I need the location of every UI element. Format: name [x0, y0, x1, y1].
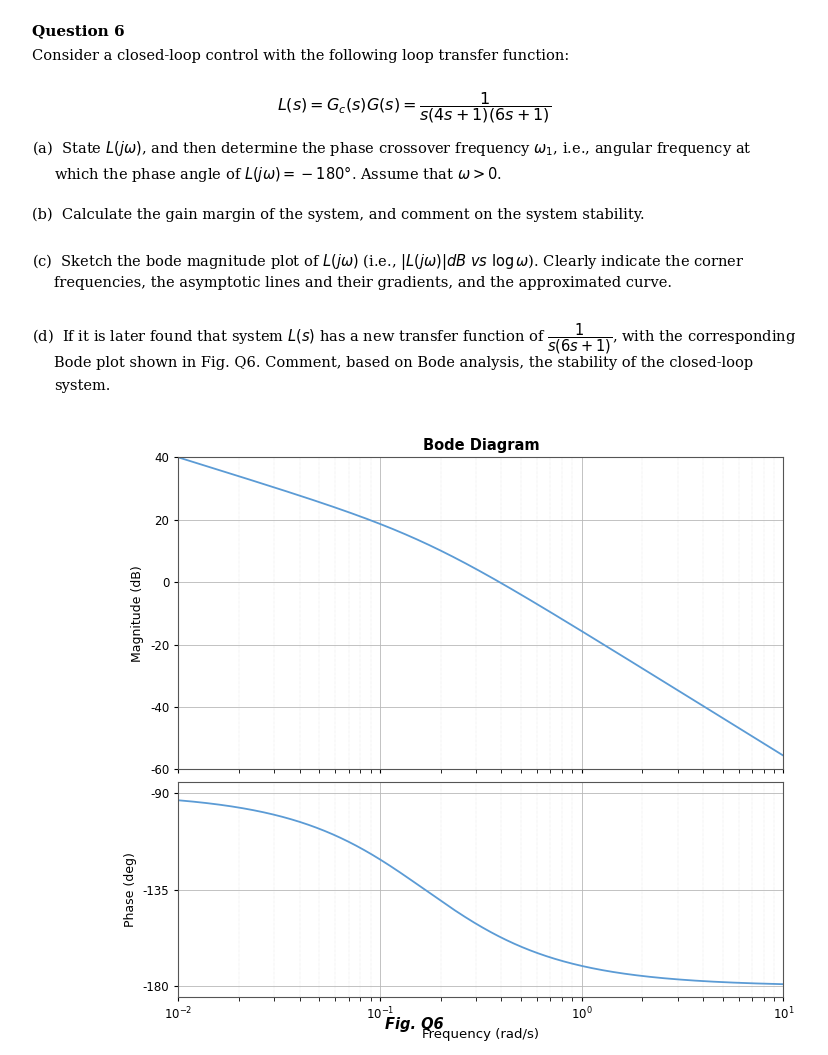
Text: Bode plot shown in Fig. Q6. Comment, based on Bode analysis, the stability of th: Bode plot shown in Fig. Q6. Comment, bas…: [54, 356, 752, 369]
Title: Bode Diagram: Bode Diagram: [422, 438, 538, 454]
Text: (b)  Calculate the gain margin of the system, and comment on the system stabilit: (b) Calculate the gain margin of the sys…: [31, 208, 643, 223]
Text: (d)  If it is later found that system $L(s)$ has a new transfer function of $\df: (d) If it is later found that system $L(…: [31, 322, 795, 357]
Text: $L(s) = G_c(s)G(s) = \dfrac{1}{s(4s+1)(6s+1)}$: $L(s) = G_c(s)G(s) = \dfrac{1}{s(4s+1)(6…: [277, 90, 551, 124]
Y-axis label: Phase (deg): Phase (deg): [124, 852, 137, 927]
Text: which the phase angle of $L(j\omega) = -180°$. Assume that $\omega > 0$.: which the phase angle of $L(j\omega) = -…: [54, 164, 501, 184]
Text: system.: system.: [54, 379, 110, 392]
Text: Fig. Q6: Fig. Q6: [385, 1017, 443, 1032]
Y-axis label: Magnitude (dB): Magnitude (dB): [132, 565, 144, 661]
Text: Consider a closed-loop control with the following loop transfer function:: Consider a closed-loop control with the …: [31, 49, 568, 62]
Text: (a)  State $L(j\omega)$, and then determine the phase crossover frequency $\omeg: (a) State $L(j\omega)$, and then determi…: [31, 139, 750, 158]
Text: frequencies, the asymptotic lines and their gradients, and the approximated curv: frequencies, the asymptotic lines and th…: [54, 276, 671, 290]
Text: (c)  Sketch the bode magnitude plot of $L(j\omega)$ (i.e., $|L(j\omega)|dB$ $vs$: (c) Sketch the bode magnitude plot of $L…: [31, 252, 744, 272]
X-axis label: Frequency (rad/s): Frequency (rad/s): [421, 1029, 539, 1041]
Text: Question 6: Question 6: [31, 24, 124, 38]
